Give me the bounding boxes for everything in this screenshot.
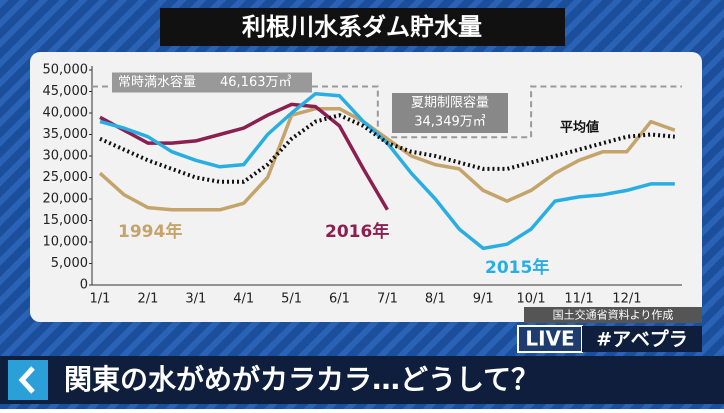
x-tick-label: 4/1 bbox=[233, 292, 254, 307]
summer-limit-box bbox=[392, 93, 508, 133]
y-tick-label: 25,000 bbox=[43, 170, 89, 185]
full-capacity-value: 46,163万㎥ bbox=[220, 75, 292, 90]
y-tick-label: 35,000 bbox=[43, 127, 89, 142]
series-line bbox=[99, 113, 675, 184]
summer-limit-label: 夏期制限容量 bbox=[411, 95, 489, 111]
series-line bbox=[98, 106, 676, 212]
chart-title: 利根川水系ダム貯水量 bbox=[242, 13, 482, 41]
y-tick-label: 0 bbox=[80, 278, 88, 293]
y-tick-label: 50,000 bbox=[43, 63, 89, 78]
y-tick-label: 10,000 bbox=[43, 235, 89, 250]
y-tick-label: 40,000 bbox=[43, 106, 89, 121]
y-tick-label: 20,000 bbox=[43, 192, 89, 207]
back-button[interactable] bbox=[8, 360, 48, 400]
series-label: 2016年 bbox=[325, 221, 389, 242]
x-tick-label: 3/1 bbox=[185, 292, 206, 307]
x-tick-label: 8/1 bbox=[425, 292, 446, 307]
y-tick-label: 5,000 bbox=[51, 256, 88, 271]
caption-bar bbox=[0, 356, 724, 404]
x-tick-label: 7/1 bbox=[377, 292, 398, 307]
x-tick-label: 2/1 bbox=[137, 292, 158, 307]
x-tick-label: 12/1 bbox=[612, 292, 641, 307]
series-label: 2015年 bbox=[485, 257, 549, 278]
series-line bbox=[99, 102, 389, 211]
capacity-line bbox=[92, 85, 682, 139]
x-tick-label: 10/1 bbox=[516, 292, 545, 307]
chart-panel bbox=[30, 52, 702, 322]
chevron-icon bbox=[18, 366, 35, 394]
source-box bbox=[524, 307, 702, 323]
x-tick-label: 11/1 bbox=[564, 292, 593, 307]
series-label: 1994年 bbox=[118, 221, 182, 242]
title-bar bbox=[160, 8, 565, 46]
live-badge: LIVE bbox=[525, 327, 574, 351]
source: 国土交通省資料より作成 bbox=[553, 308, 674, 322]
full-capacity-box bbox=[112, 72, 312, 93]
summer-limit-value: 34,349万㎥ bbox=[414, 115, 486, 130]
hashtag-box bbox=[582, 326, 702, 352]
hashtag: #アベプラ bbox=[596, 328, 688, 351]
y-tick-label: 30,000 bbox=[43, 149, 89, 164]
full-capacity-label: 常時満水容量 bbox=[118, 74, 196, 90]
x-tick-label: 6/1 bbox=[329, 292, 350, 307]
y-tick-label: 45,000 bbox=[43, 84, 89, 99]
caption: 関東の水がめがカラカラ…どうして？ bbox=[64, 363, 539, 396]
y-tick-label: 15,000 bbox=[43, 213, 89, 228]
x-tick-label: 5/1 bbox=[281, 292, 302, 307]
x-tick-label: 1/1 bbox=[90, 292, 111, 307]
series-label: 平均値 bbox=[560, 120, 599, 136]
x-tick-label: 9/1 bbox=[473, 292, 494, 307]
